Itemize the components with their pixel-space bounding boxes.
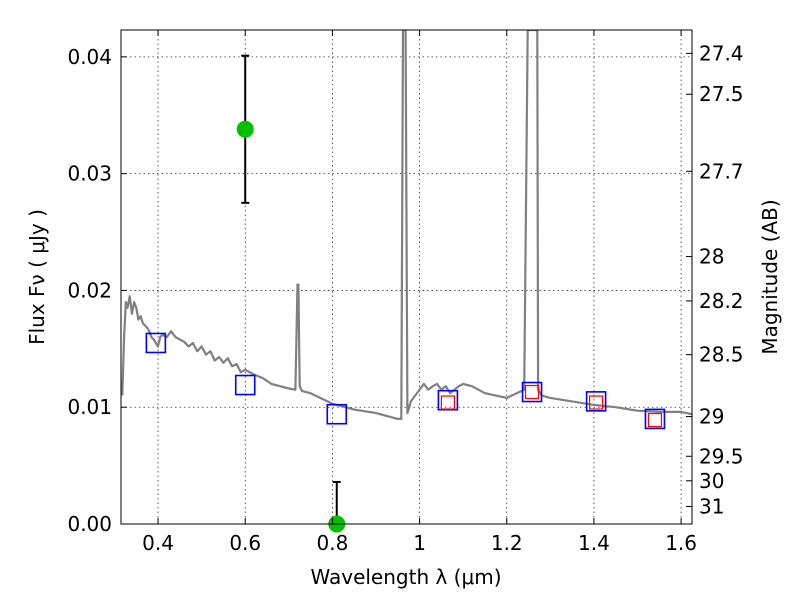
y-axis-label: Flux Fν ( μJy ) — [25, 209, 49, 345]
plot-frame — [120, 29, 693, 525]
right-tick-label: 27.4 — [699, 41, 744, 65]
model-flux-box — [437, 389, 459, 411]
right-tick-label: 28.2 — [699, 289, 744, 313]
template-flux-box — [589, 395, 604, 410]
right-tick-label: 28 — [699, 245, 724, 269]
x-tick-label: 1.2 — [491, 531, 523, 555]
right-tick-label: 31 — [699, 494, 724, 518]
x-tick-label: 1.4 — [578, 531, 610, 555]
model-flux-box — [521, 381, 543, 403]
x-tick-label: 0.8 — [316, 531, 348, 555]
template-flux-box — [647, 412, 663, 428]
spectrum-line — [121, 30, 692, 420]
model-flux-box — [145, 332, 167, 354]
right-tick-label: 30 — [699, 469, 724, 493]
right-tick-label: 28.5 — [699, 343, 744, 367]
model-flux-box — [644, 408, 666, 430]
observed-point — [236, 120, 254, 138]
y-tick-label: 0.01 — [67, 395, 112, 419]
right-tick-label: 29.5 — [699, 444, 744, 468]
model-flux-box — [234, 374, 256, 396]
spectrum-layer — [121, 30, 692, 420]
model-flux-box — [585, 391, 607, 412]
y-tick-label: 0.04 — [67, 45, 112, 69]
x-axis-label: Wavelength λ (μm) — [310, 565, 501, 589]
y-tick-label: 0.03 — [67, 162, 112, 186]
y-tick-label: 0.02 — [67, 278, 112, 302]
right-tick-label: 27.7 — [699, 159, 744, 183]
right-tick-label: 29 — [699, 405, 724, 429]
ticks: 0.4 0.6 0.8 1 1.2 1.4 1.6 0.00 0.01 0.02 0.03 0.04 2… — [67, 30, 744, 555]
x-tick-label: 0.6 — [229, 531, 261, 555]
x-tick-label: 1 — [413, 531, 426, 555]
x-tick-label: 1.6 — [665, 531, 697, 555]
model-flux-box — [326, 403, 348, 425]
template-flux-box — [524, 384, 540, 400]
y-axis-right-label: Magnitude (AB) — [758, 199, 782, 354]
y-tick-label: 0.00 — [67, 512, 112, 536]
template-flux-box — [440, 395, 456, 410]
x-tick-label: 0.4 — [142, 531, 174, 555]
right-tick-label: 27.5 — [699, 82, 744, 106]
